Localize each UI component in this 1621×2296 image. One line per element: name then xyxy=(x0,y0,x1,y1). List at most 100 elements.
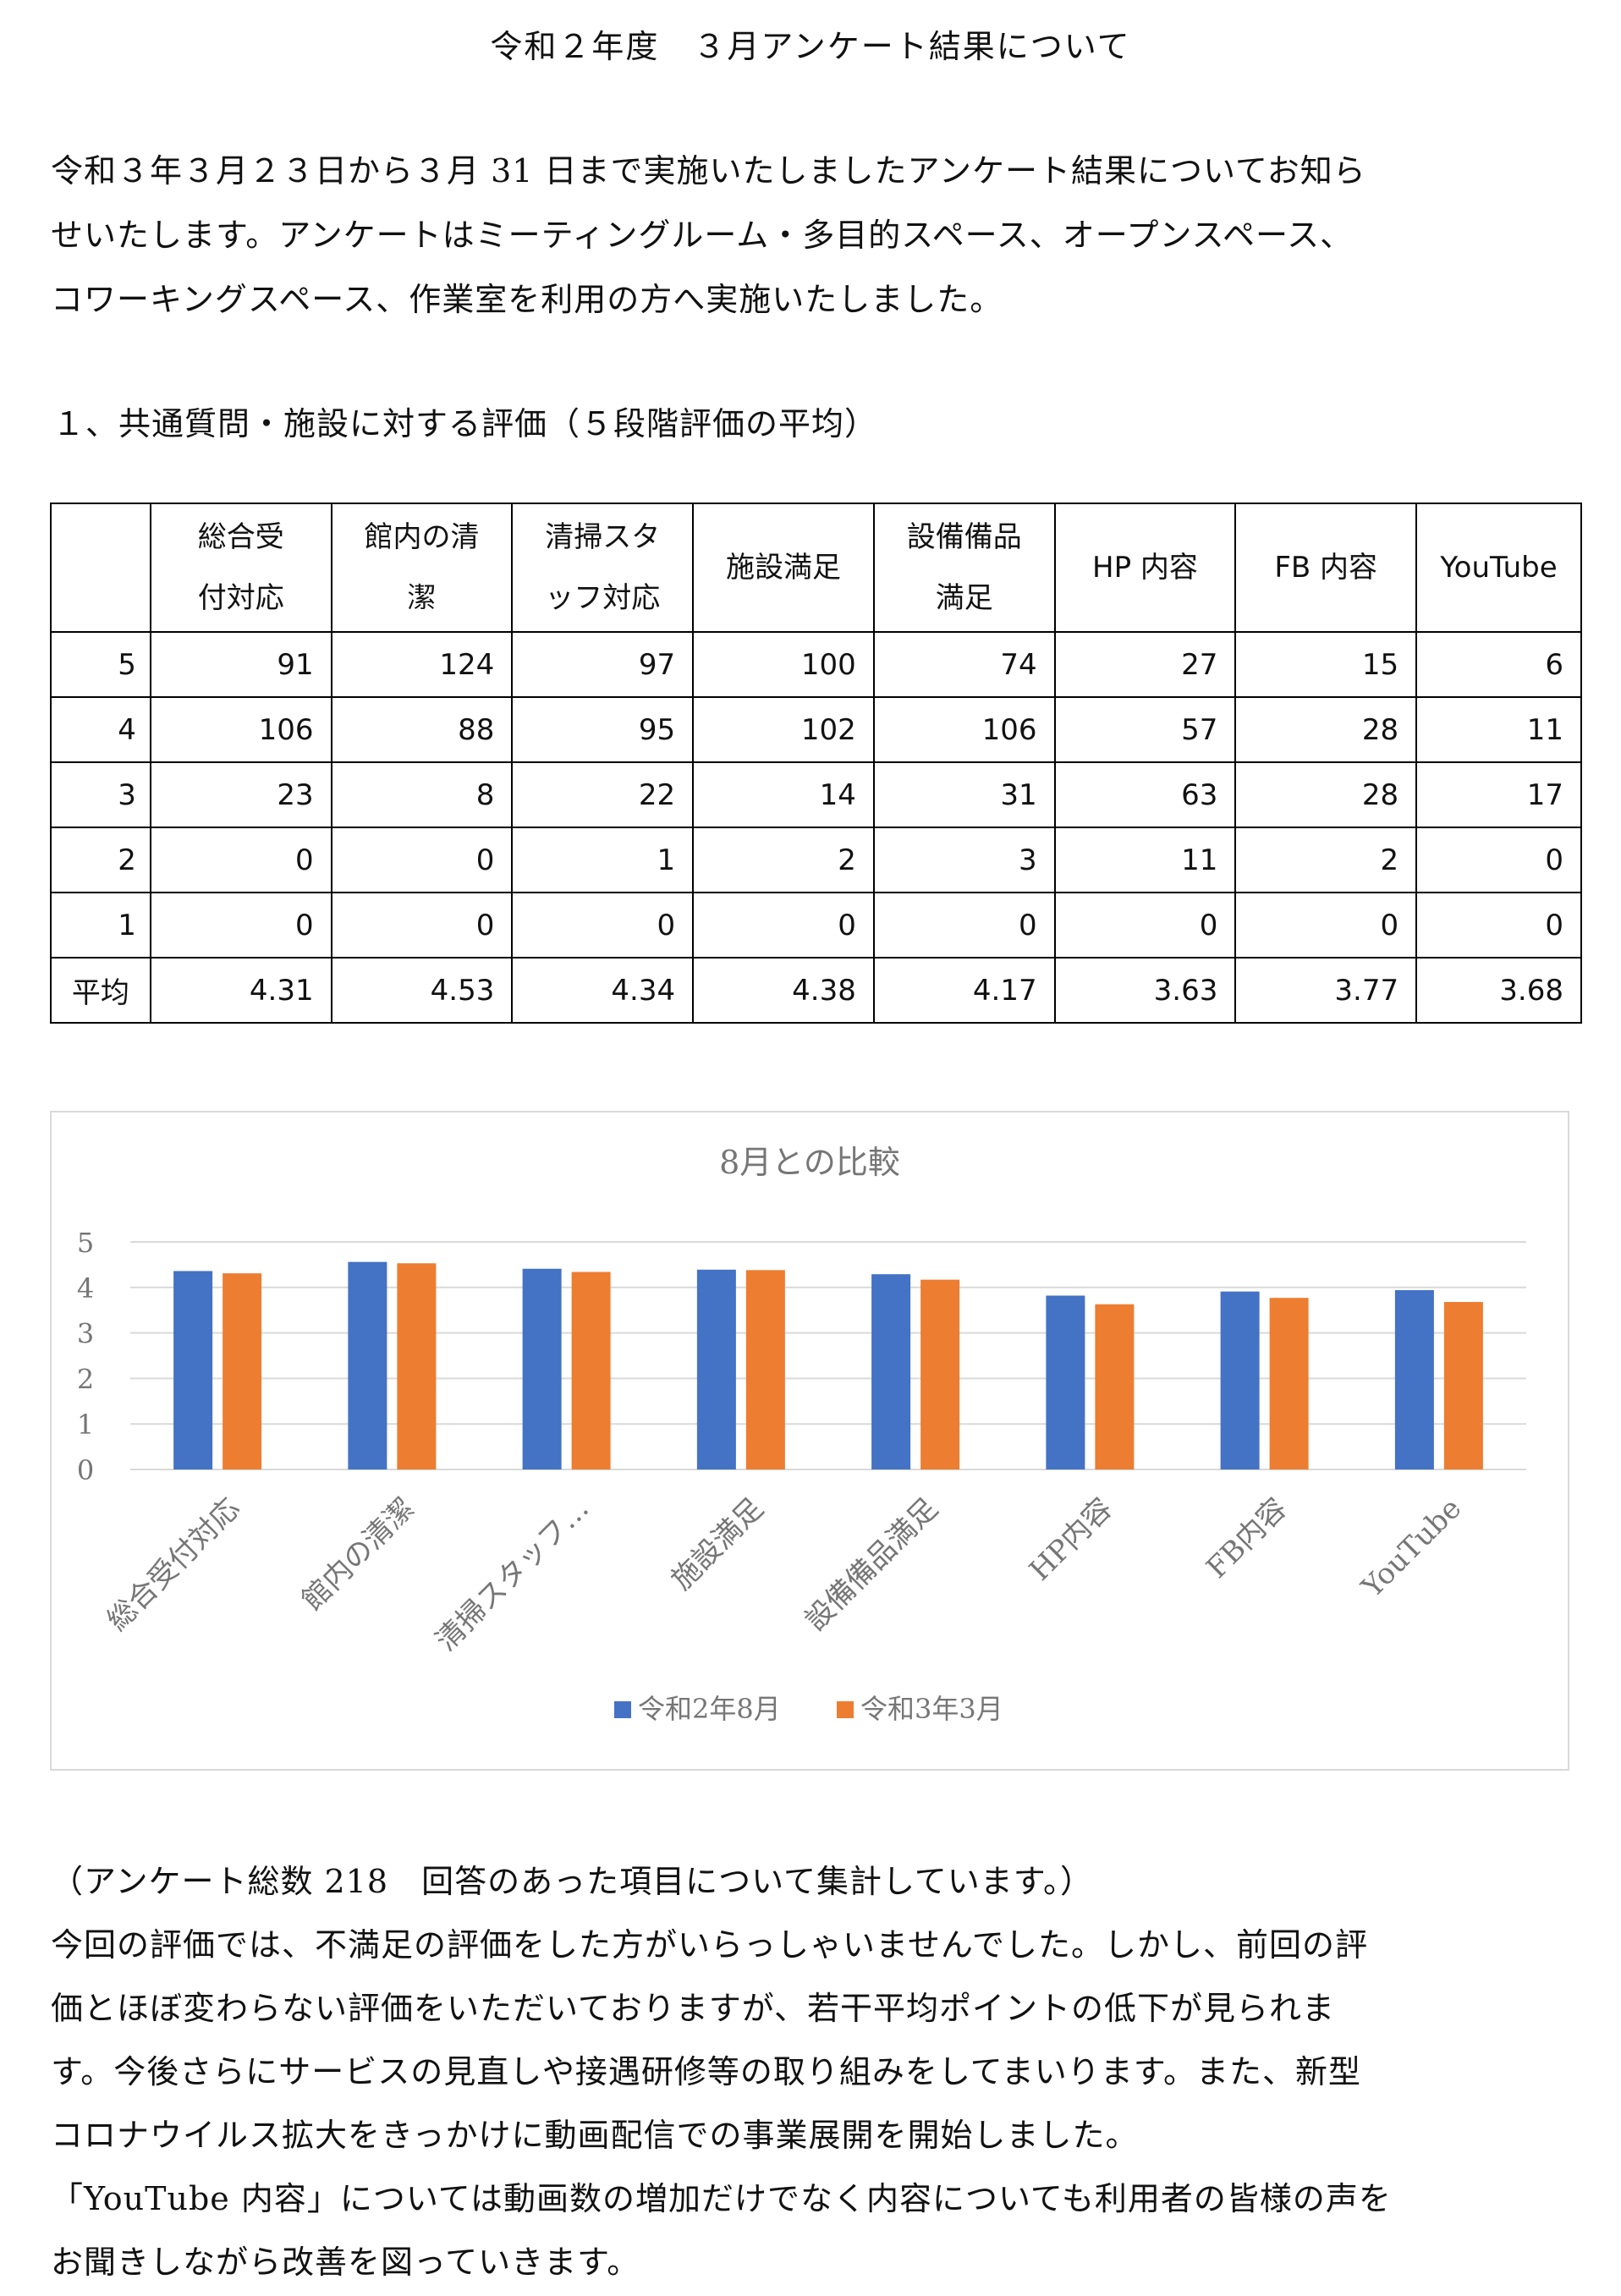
x-tick-label: 館内の清潔 xyxy=(295,1491,420,1617)
column-header: FB 内容 xyxy=(1234,503,1418,633)
table-cell: 27 xyxy=(1053,631,1237,698)
bar-r2-aug xyxy=(522,1268,562,1469)
table-cell: 22 xyxy=(511,761,695,828)
row-label: 2 xyxy=(50,827,151,893)
rating-table: 総合受 付対応 館内の清潔 清掃スタ ッフ対応 施設満足 設備備品 満足 HP 内容 … xyxy=(50,503,1582,1024)
column-header: YouTube xyxy=(1415,503,1582,633)
comparison-chart: 8月との比較 0 1 2 3 4 5 総合受付対応 館内の清潔 清掃スタッフ… 施設満足 設備備品満足… xyxy=(50,1111,1569,1771)
table-cell: 8 xyxy=(330,761,514,828)
summary-paragraph: （アンケート総数 218 回答のあった項目について集計しています。） 今回の評価… xyxy=(51,1850,1574,2294)
bar-r3-mar xyxy=(223,1273,262,1469)
bar-r3-mar xyxy=(1443,1302,1483,1469)
y-tick-label: 4 xyxy=(77,1272,94,1305)
bar-r2-aug xyxy=(173,1271,213,1469)
row-label: 5 xyxy=(50,631,151,698)
intro-line: 令和３年３月２３日から３月 31 日まで実施いたしましたアンケート結果についてお… xyxy=(51,152,1366,190)
table-cell: 0 xyxy=(149,892,332,958)
x-tick-label: 設備備品満足 xyxy=(799,1491,945,1638)
table-cell: 0 xyxy=(149,827,332,893)
table-cell: 102 xyxy=(692,696,875,763)
table-cell: 23 xyxy=(149,761,332,828)
table-cell: 17 xyxy=(1415,761,1582,828)
bar-r3-mar xyxy=(745,1270,785,1469)
row-label: 3 xyxy=(50,761,151,828)
section-heading: １、共通質問・施設に対する評価（５段階評価の平均） xyxy=(52,405,878,442)
table-cell: 14 xyxy=(692,761,875,828)
y-tick-label: 0 xyxy=(77,1454,94,1486)
column-header: 清掃スタ ッフ対応 xyxy=(511,503,695,633)
page-title: 令和２年度 ３月アンケート結果について xyxy=(490,28,1131,65)
table-cell: 11 xyxy=(1415,696,1582,763)
y-tick-label: 2 xyxy=(77,1363,94,1395)
legend-swatch xyxy=(837,1701,854,1718)
table-cell: 2 xyxy=(1234,827,1418,893)
column-header: HP 内容 xyxy=(1053,503,1237,633)
table-cell: 0 xyxy=(1234,892,1418,958)
table-cell: 31 xyxy=(872,761,1056,828)
table-cell: 15 xyxy=(1234,631,1418,698)
x-tick-label: YouTube xyxy=(1354,1491,1468,1605)
table-cell: 3.68 xyxy=(1415,957,1582,1024)
table-cell: 1 xyxy=(511,827,695,893)
table-cell: 4.38 xyxy=(692,957,875,1024)
corner-cell xyxy=(50,503,151,633)
bar-r2-aug xyxy=(871,1274,911,1469)
x-tick-label: 総合受付対応 xyxy=(101,1491,247,1638)
table-cell: 106 xyxy=(872,696,1056,763)
bar-r3-mar xyxy=(1269,1298,1309,1469)
bar-r2-aug xyxy=(1394,1290,1434,1469)
table-cell: 57 xyxy=(1053,696,1237,763)
table-row: 5 91 124 97 100 74 27 15 6 xyxy=(50,631,1582,698)
y-tick-label: 5 xyxy=(77,1227,94,1259)
table-cell: 3.77 xyxy=(1234,957,1418,1024)
bar-r3-mar xyxy=(1095,1304,1135,1469)
table-cell: 4.31 xyxy=(149,957,332,1024)
table-cell: 63 xyxy=(1053,761,1237,828)
summary-line: 今回の評価では、不満足の評価をした方がいらっしゃいませんでした。しかし、前回の評 xyxy=(51,1926,1368,1964)
table-cell: 91 xyxy=(149,631,332,698)
legend-label: 令和2年8月 xyxy=(638,1693,781,1725)
table-cell: 3 xyxy=(872,827,1056,893)
bar-r3-mar xyxy=(571,1272,611,1469)
bar-r2-aug xyxy=(696,1269,736,1469)
x-tick-label: HP内容 xyxy=(1023,1491,1119,1588)
table-cell: 28 xyxy=(1234,761,1418,828)
table-cell: 0 xyxy=(1415,892,1582,958)
chart-title: 8月との比較 xyxy=(719,1144,900,1181)
legend-swatch xyxy=(614,1701,631,1718)
intro-line: せいたします。アンケートはミーティングルーム・多目的スペース、オープンスペース、 xyxy=(51,217,1354,254)
table-cell: 0 xyxy=(1415,827,1582,893)
summary-line: （アンケート総数 218 回答のあった項目について集計しています。） xyxy=(51,1863,1094,1900)
y-tick-label: 1 xyxy=(77,1409,94,1441)
summary-line: コロナウイルス拡大をきっかけに動画配信での事業展開を開始しました。 xyxy=(51,2117,1139,2154)
table-cell: 0 xyxy=(872,892,1056,958)
table-cell: 74 xyxy=(872,631,1056,698)
table-cell: 4.34 xyxy=(511,957,695,1024)
table-cell: 0 xyxy=(330,892,514,958)
table-cell: 6 xyxy=(1415,631,1582,698)
table-cell: 100 xyxy=(692,631,875,698)
bar-r3-mar xyxy=(397,1263,437,1469)
table-row: 2 0 0 1 2 3 11 2 0 xyxy=(50,827,1582,893)
summary-line: お聞きしながら改善を図っていきます。 xyxy=(51,2244,640,2281)
table-cell: 95 xyxy=(511,696,695,763)
table-header-row: 総合受 付対応 館内の清潔 清掃スタ ッフ対応 施設満足 設備備品 満足 HP 内容 … xyxy=(50,503,1582,633)
table-cell: 0 xyxy=(1053,892,1237,958)
table-cell: 0 xyxy=(692,892,875,958)
summary-line: 価とほぼ変わらない評価をいただいておりますが、若干平均ポイントの低下が見られま xyxy=(51,1990,1335,2027)
column-header: 館内の清潔 xyxy=(330,503,514,633)
table-cell: 88 xyxy=(330,696,514,763)
row-label: 平均 xyxy=(50,957,151,1024)
intro-paragraph: 令和３年３月２３日から３月 31 日まで実施いたしましたアンケート結果についてお… xyxy=(51,139,1565,332)
row-label: 1 xyxy=(50,892,151,958)
intro-line: コワーキングスペース、作業室を利用の方へ実施いたしました。 xyxy=(51,281,1003,318)
table-cell: 106 xyxy=(149,696,332,763)
table-row: 3 23 8 22 14 31 63 28 17 xyxy=(50,761,1582,828)
chart-canvas: 8月との比較 0 1 2 3 4 5 総合受付対応 館内の清潔 清掃スタッフ… 施設満足 設備備品満足… xyxy=(77,1144,1526,1725)
column-header: 設備備品 満足 xyxy=(872,503,1056,633)
bar-r2-aug xyxy=(348,1261,387,1469)
table-cell: 0 xyxy=(511,892,695,958)
row-label: 4 xyxy=(50,696,151,763)
table-cell: 4.53 xyxy=(330,957,514,1024)
